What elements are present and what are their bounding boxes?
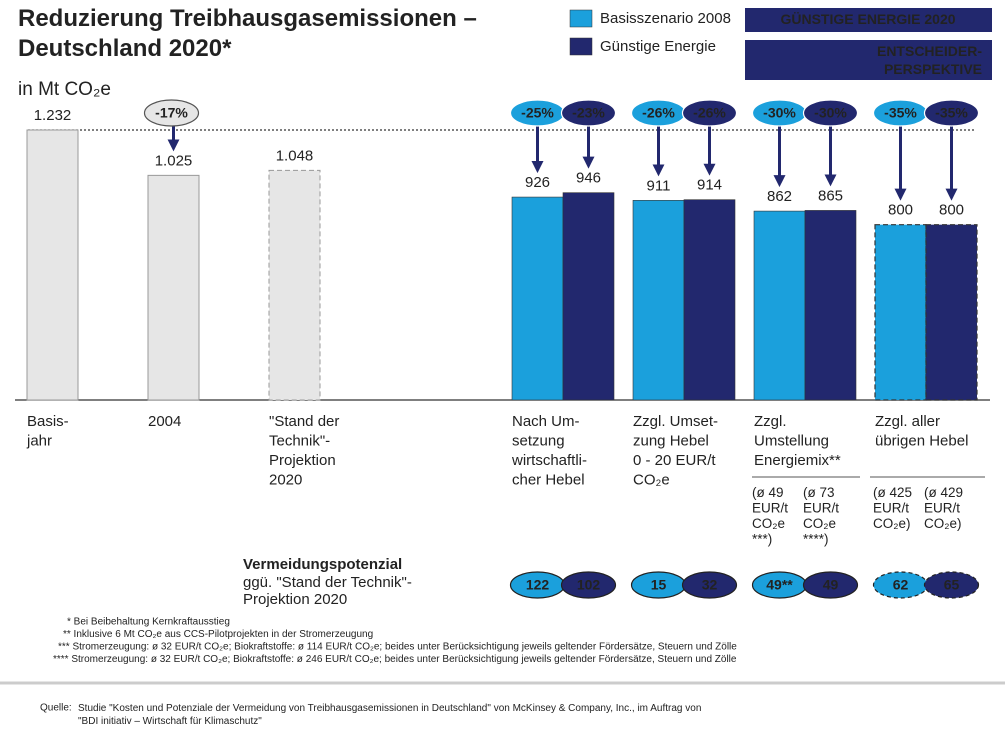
value-label: 914 [697, 177, 722, 194]
potential-bubble-label: 49** [766, 577, 793, 593]
reduction-bubble [681, 99, 738, 127]
potential-bubble [560, 571, 617, 599]
footnote: *** Stromerzeugung: ø 32 EUR/t CO₂e; Bio… [58, 642, 737, 653]
bar [753, 210, 806, 401]
legend-label: Günstige Energie [600, 38, 716, 55]
potential-bubble-label: 32 [702, 577, 718, 593]
cost-label: (ø 429 EUR/t CO₂e) [924, 485, 963, 531]
value-label: 1.232 [34, 107, 72, 124]
bar [511, 196, 564, 401]
reduction-bubble-label: -26% [693, 105, 726, 121]
value-label: 1.048 [276, 147, 314, 164]
potential-bubble-label: 49 [823, 577, 839, 593]
potential-bubble-label: 102 [577, 577, 601, 593]
source-text: Studie "Kosten und Potenziale der Vermei… [78, 703, 701, 727]
source-label: Quelle: [40, 703, 72, 714]
value-label: 800 [888, 202, 913, 219]
cost-label: (ø 49 EUR/t CO₂e ***) [752, 485, 788, 547]
potential-title: Vermeidungspotenzial [243, 556, 402, 573]
potential-bubble-label: 122 [526, 577, 550, 593]
reduction-bubble-label: -17% [155, 105, 188, 121]
reduction-bubble [560, 99, 617, 127]
badge [745, 8, 992, 32]
potential-bubble [923, 571, 980, 599]
bar [925, 224, 978, 401]
potential-subtitle: ggü. "Stand der Technik"-Projektion 2020 [243, 574, 412, 608]
reduction-bubble [923, 99, 980, 127]
bar [804, 210, 857, 401]
value-label: 1.025 [155, 152, 193, 169]
reduction-bubble-label: -25% [521, 105, 554, 121]
reduction-bubble-label: -35% [935, 105, 968, 121]
potential-bubble-label: 15 [651, 577, 667, 593]
unit: in Mt CO₂e [18, 79, 111, 100]
reduction-bubble [802, 99, 859, 127]
title: Reduzierung Treibhausgasemissionen – Deut… [18, 5, 477, 62]
category-label: Zzgl. Umset-zung Hebel 0 - 20 EUR/t CO₂e [633, 413, 718, 489]
bar [874, 224, 927, 401]
badge-text: GÜNSTIGE ENERGIE 2020 [780, 11, 955, 27]
potential-bubble-label: 65 [944, 577, 960, 593]
footnote: * Bei Beibehaltung Kernkraftausstieg [67, 617, 230, 628]
reduction-bubble-label: -30% [814, 105, 847, 121]
category-label: Zzgl. Umstellung Energiemix** [754, 413, 841, 469]
bar [268, 169, 321, 401]
value-label: 862 [767, 188, 792, 205]
category-label: Zzgl. aller übrigen Hebel [875, 413, 968, 450]
value-label: 911 [647, 177, 671, 194]
legend-swatch [569, 9, 593, 28]
value-label: 800 [939, 202, 964, 219]
reduction-bubble-label: -26% [642, 105, 675, 121]
legend-label: Basisszenario 2008 [600, 10, 731, 27]
category-label: 2004 [148, 413, 181, 430]
bar [26, 129, 79, 401]
reduction-bubble-label: -35% [884, 105, 917, 121]
footnote: **** Stromerzeugung: ø 32 EUR/t CO₂e; Bi… [53, 654, 737, 665]
bar [632, 200, 685, 401]
bar [683, 199, 736, 401]
cost-label: (ø 73 EUR/t CO₂e ****) [803, 485, 839, 547]
badge-text: ENTSCHEIDER-PERSPEKTIVE [877, 43, 982, 77]
reduction-bubble-label: -23% [572, 105, 605, 121]
cost-label: (ø 425 EUR/t CO₂e) [873, 485, 912, 531]
legend-swatch [569, 37, 593, 56]
footnote: ** Inklusive 6 Mt CO₂e aus CCS-Pilotproj… [63, 629, 373, 640]
bar [147, 174, 200, 401]
bar [562, 192, 615, 401]
category-label: Nach Um-setzung wirtschaftli-cher Hebel [511, 413, 587, 489]
reduction-bubble-label: -30% [763, 105, 796, 121]
reduction-bubble [143, 99, 200, 127]
potential-bubble [681, 571, 738, 599]
value-label: 926 [525, 174, 550, 191]
potential-bubble [802, 571, 859, 599]
value-label: 865 [818, 187, 843, 204]
potential-bubble-label: 62 [893, 577, 909, 593]
category-label: Basis-jahr [26, 413, 69, 450]
badge [745, 40, 992, 80]
category-label: "Stand der Technik"-Projektion 2020 [269, 413, 339, 489]
value-label: 946 [576, 170, 601, 187]
